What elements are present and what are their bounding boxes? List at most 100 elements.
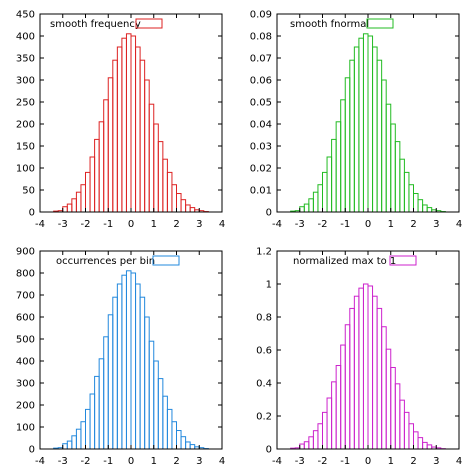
histogram-bar <box>153 360 159 450</box>
y-tick-label: 0 <box>266 445 272 456</box>
y-tick-label: 300 <box>16 379 35 390</box>
histogram-bar <box>326 156 333 213</box>
legend-label: normalized max to 1 <box>293 256 396 267</box>
histogram-bar <box>75 428 82 450</box>
legend-swatch <box>135 18 163 29</box>
histogram-bar <box>189 444 196 450</box>
x-tick-label: -3 <box>295 219 305 230</box>
histogram-bar <box>303 203 310 213</box>
histogram-bar <box>103 336 109 450</box>
histogram-bar <box>112 296 118 450</box>
histogram-bar <box>353 295 360 450</box>
histogram-bar <box>317 184 324 213</box>
histogram-bar <box>71 198 77 213</box>
x-tick-label: -4 <box>272 456 282 467</box>
histogram-bar <box>171 421 177 450</box>
histogram-bar <box>166 171 173 213</box>
x-tick-label: 0 <box>365 456 371 467</box>
histogram-bar <box>417 437 424 450</box>
histogram-bar <box>344 77 351 213</box>
x-tick-label: -1 <box>103 456 113 467</box>
y-tick-label: 0.4 <box>256 379 272 390</box>
x-tick-label: -3 <box>295 456 305 467</box>
histogram-bar <box>426 444 433 450</box>
histogram-bar <box>299 443 305 450</box>
histogram-bar <box>376 307 383 450</box>
chart-panel-3: -4 -3 -2 -1 0 1 2 3 4 0 100 200 300 400 500 600 700 800 90… <box>16 247 225 468</box>
y-tick-label: 400 <box>16 32 35 43</box>
histogram-bar <box>372 295 378 450</box>
histogram-bar <box>75 191 82 213</box>
histogram-bar <box>349 59 355 213</box>
histogram-bar <box>362 33 369 213</box>
histogram-bar <box>326 397 333 450</box>
y-tick-label: 0 <box>266 208 272 219</box>
x-tick-label: -2 <box>81 456 91 467</box>
histogram-bar <box>180 199 187 213</box>
histogram-bar <box>390 366 396 450</box>
histogram-bar <box>394 141 401 213</box>
histogram-bar <box>148 340 155 450</box>
histogram-bar <box>422 441 428 450</box>
histogram-bar <box>322 411 328 450</box>
histogram-bar <box>185 441 191 450</box>
histogram-bar <box>308 198 314 213</box>
histogram-bar <box>381 326 387 450</box>
x-tick-label: 2 <box>173 219 179 230</box>
histogram-bar <box>121 274 127 450</box>
y-tick-label: 250 <box>16 98 35 109</box>
legend-swatch <box>366 18 394 29</box>
y-tick-label: 450 <box>16 10 35 21</box>
histogram-bar <box>422 204 428 213</box>
x-tick-label: 3 <box>433 219 439 230</box>
histogram-bar <box>189 207 196 213</box>
histogram-bar <box>162 158 168 213</box>
histogram-bar <box>116 283 123 450</box>
y-tick-label: 900 <box>16 247 35 258</box>
histogram-bar <box>125 270 132 450</box>
histogram-bar <box>125 33 132 213</box>
x-tick-label: 4 <box>456 456 462 467</box>
histogram-bar <box>349 307 355 450</box>
histogram-bar <box>85 171 91 213</box>
y-tick-label: 0.08 <box>250 32 272 43</box>
histogram-bar <box>112 59 118 213</box>
histogram-bar <box>89 393 96 450</box>
x-tick-label: 3 <box>433 456 439 467</box>
histogram-bar <box>312 191 319 213</box>
histogram-bar <box>157 141 164 213</box>
x-tick-label: -2 <box>318 456 328 467</box>
histogram-bar <box>381 79 387 213</box>
histogram-bar <box>166 408 173 450</box>
histogram-bar <box>98 358 105 450</box>
histogram-bar <box>335 365 342 450</box>
histogram-bar <box>62 443 68 450</box>
y-tick-label: 800 <box>16 269 35 280</box>
histogram-bar <box>66 203 73 213</box>
x-tick-label: -4 <box>272 219 282 230</box>
histogram-bar <box>162 395 168 450</box>
histogram-bar <box>426 207 433 213</box>
chart-panel-1: -4 -3 -2 -1 0 1 2 3 4 0 50 100 150 200 250 300 350 400 450… <box>16 10 225 231</box>
y-tick-label: 200 <box>16 120 35 131</box>
x-tick-label: 0 <box>128 219 134 230</box>
histogram-bar <box>89 156 96 213</box>
y-tick-label: 300 <box>16 76 35 87</box>
histogram-bar <box>394 383 401 450</box>
y-tick-label: 0.06 <box>250 76 272 87</box>
legend-label: smooth frequency <box>50 19 141 30</box>
histogram-bar <box>358 37 364 213</box>
y-tick-label: 150 <box>16 142 35 153</box>
y-tick-label: 0.07 <box>250 54 272 65</box>
x-tick-label: 3 <box>196 219 202 230</box>
y-tick-label: 600 <box>16 313 35 324</box>
x-tick-label: -4 <box>35 456 45 467</box>
histogram-bar <box>413 193 419 213</box>
histogram-bar <box>340 99 346 213</box>
x-tick-label: 4 <box>219 456 225 467</box>
x-tick-label: 0 <box>365 219 371 230</box>
histogram-bar <box>303 441 310 450</box>
y-tick-label: 1.2 <box>256 247 272 258</box>
histogram-bar <box>312 430 319 450</box>
x-tick-label: -3 <box>58 456 68 467</box>
